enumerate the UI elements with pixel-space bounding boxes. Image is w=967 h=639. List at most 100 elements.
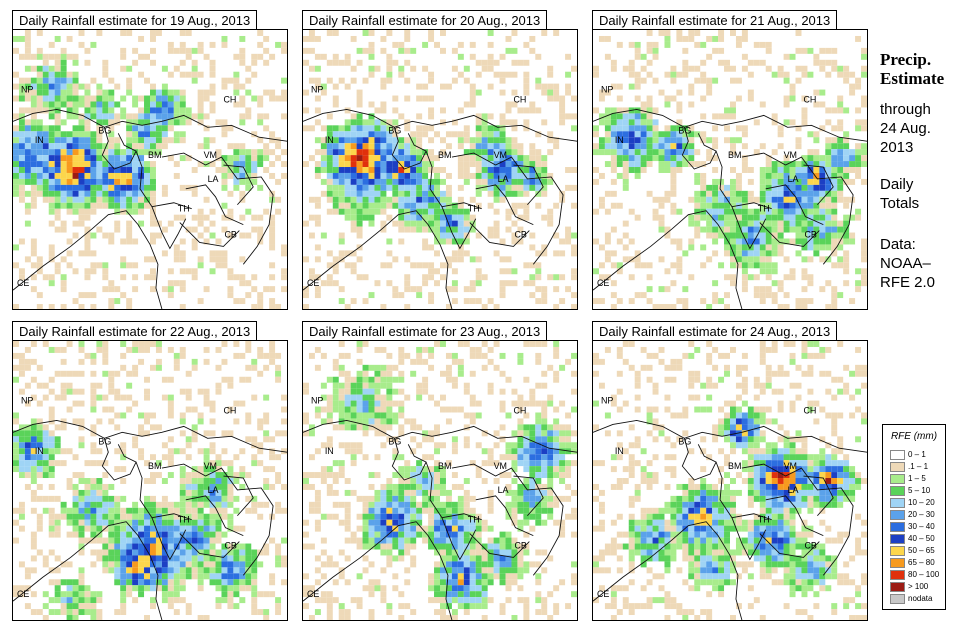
rainfall-map: NP CH IN BG BM VM LA TH CB CE bbox=[12, 29, 288, 310]
country-label-cb: CB bbox=[514, 541, 526, 551]
country-label-ce: CE bbox=[17, 278, 29, 288]
rainfall-map-svg: NP CH IN BG BM VM LA TH CB CE bbox=[303, 30, 577, 309]
rainfall-field bbox=[303, 30, 577, 309]
country-borders bbox=[303, 108, 577, 309]
rainfall-map-svg: NP CH IN BG BM VM LA TH CB CE bbox=[593, 30, 867, 309]
country-label-in: IN bbox=[35, 135, 44, 145]
country-label-cb: CB bbox=[804, 541, 816, 551]
totals-label: Totals bbox=[880, 195, 920, 212]
data-source-text: Data: NOAA– RFE 2.0 bbox=[880, 235, 935, 292]
country-label-bm: BM bbox=[728, 150, 741, 160]
country-label-in: IN bbox=[615, 135, 624, 145]
rainfall-map-panel: Daily Rainfall estimate for 21 Aug., 201… bbox=[592, 10, 868, 310]
country-label-cb: CB bbox=[804, 230, 816, 240]
country-label-th: TH bbox=[468, 204, 480, 214]
rainfall-map: NP CH IN BG BM VM LA TH CB CE bbox=[302, 29, 578, 310]
country-label-th: TH bbox=[178, 204, 190, 214]
rainfall-map-panel: Daily Rainfall estimate for 23 Aug., 201… bbox=[302, 321, 578, 621]
country-label-cb: CB bbox=[224, 541, 236, 551]
country-label-bm: BM bbox=[148, 461, 161, 471]
side-title-line: Estimate bbox=[880, 69, 945, 88]
legend-item: 0 – 1 bbox=[890, 449, 926, 460]
legend-item: 30 – 40 bbox=[890, 521, 935, 532]
country-label-np: NP bbox=[311, 396, 323, 406]
panel-title: Daily Rainfall estimate for 23 Aug., 201… bbox=[302, 321, 548, 341]
legend-swatch bbox=[890, 485, 905, 496]
country-label-ce: CE bbox=[307, 278, 319, 288]
country-label-in: IN bbox=[325, 446, 334, 456]
legend-swatch bbox=[890, 461, 905, 472]
country-label-vm: VM bbox=[494, 150, 507, 160]
country-borders bbox=[593, 108, 867, 309]
legend-item: 5 – 10 bbox=[890, 485, 930, 496]
country-borders bbox=[13, 419, 287, 620]
legend-swatch bbox=[890, 581, 905, 592]
legend-swatch bbox=[890, 449, 905, 460]
legend-label: > 100 bbox=[908, 582, 929, 591]
country-label-ce: CE bbox=[307, 589, 319, 599]
country-label-bg: BG bbox=[388, 436, 401, 446]
legend-item: 65 – 80 bbox=[890, 557, 935, 568]
rainfall-map-svg: NP CH IN BG BM VM LA TH CB CE bbox=[13, 30, 287, 309]
country-label-ch: CH bbox=[513, 94, 526, 104]
through-label: through bbox=[880, 101, 931, 118]
legend-item: nodata bbox=[890, 593, 932, 604]
country-label-np: NP bbox=[601, 396, 613, 406]
country-label-bg: BG bbox=[98, 125, 111, 135]
country-label-th: TH bbox=[758, 204, 770, 214]
through-year: 2013 bbox=[880, 139, 914, 156]
legend-swatch bbox=[890, 533, 905, 544]
rainfall-map-panel: Daily Rainfall estimate for 24 Aug., 201… bbox=[592, 321, 868, 621]
country-label-ch: CH bbox=[223, 405, 236, 415]
country-label-np: NP bbox=[21, 396, 33, 406]
country-label-th: TH bbox=[178, 515, 190, 525]
country-label-cb: CB bbox=[224, 230, 236, 240]
rainfall-map-svg: NP CH IN BG BM VM LA TH CB CE bbox=[13, 341, 287, 620]
data-label: Data: bbox=[880, 236, 916, 253]
legend-label: 80 – 100 bbox=[908, 570, 940, 579]
panel-title: Daily Rainfall estimate for 19 Aug., 201… bbox=[12, 10, 258, 30]
rainfall-field bbox=[303, 341, 577, 620]
legend-label: 1 – 5 bbox=[908, 474, 926, 483]
country-label-la: LA bbox=[498, 485, 509, 495]
rainfall-field bbox=[13, 30, 287, 309]
country-label-ch: CH bbox=[803, 405, 816, 415]
legend-item: .1 – 1 bbox=[890, 461, 928, 472]
legend-item: 50 – 65 bbox=[890, 545, 935, 556]
country-label-la: LA bbox=[208, 485, 219, 495]
through-text: through 24 Aug. 2013 bbox=[880, 100, 931, 157]
legend-label: 5 – 10 bbox=[908, 486, 931, 495]
country-label-bg: BG bbox=[388, 125, 401, 135]
country-label-in: IN bbox=[325, 135, 334, 145]
country-label-vm: VM bbox=[784, 461, 797, 471]
legend-item: > 100 bbox=[890, 581, 928, 592]
rainfall-map: NP CH IN BG BM VM LA TH CB CE bbox=[592, 340, 868, 621]
legend-item: 40 – 50 bbox=[890, 533, 935, 544]
country-borders bbox=[303, 419, 577, 620]
side-title: Precip. Estimate bbox=[880, 50, 944, 88]
legend-label: 65 – 80 bbox=[908, 558, 935, 567]
panel-title: Daily Rainfall estimate for 22 Aug., 201… bbox=[12, 321, 258, 341]
color-legend: RFE (mm) 0 – 1 .1 – 1 1 – 5 5 – 10 10 – 20 20… bbox=[882, 424, 946, 610]
country-label-in: IN bbox=[615, 446, 624, 456]
rainfall-map: NP CH IN BG BM VM LA TH CB CE bbox=[302, 340, 578, 621]
legend-label: .1 – 1 bbox=[908, 462, 929, 471]
rainfall-map: NP CH IN BG BM VM LA TH CB CE bbox=[12, 340, 288, 621]
legend-label: 30 – 40 bbox=[908, 522, 935, 531]
country-label-la: LA bbox=[208, 174, 219, 184]
legend-item: 20 – 30 bbox=[890, 509, 935, 520]
legend-label: 40 – 50 bbox=[908, 534, 935, 543]
legend-swatch bbox=[890, 593, 905, 604]
country-label-cb: CB bbox=[514, 230, 526, 240]
country-label-vm: VM bbox=[494, 461, 507, 471]
country-label-la: LA bbox=[788, 174, 799, 184]
daily-totals-text: Daily Totals bbox=[880, 175, 919, 213]
country-label-bm: BM bbox=[728, 461, 741, 471]
country-label-bm: BM bbox=[438, 150, 451, 160]
country-label-bg: BG bbox=[678, 125, 691, 135]
data-product: RFE 2.0 bbox=[880, 274, 936, 291]
country-label-th: TH bbox=[468, 515, 480, 525]
legend-swatch bbox=[890, 557, 905, 568]
panel-title: Daily Rainfall estimate for 24 Aug., 201… bbox=[592, 321, 838, 341]
legend-item: 1 – 5 bbox=[890, 473, 926, 484]
